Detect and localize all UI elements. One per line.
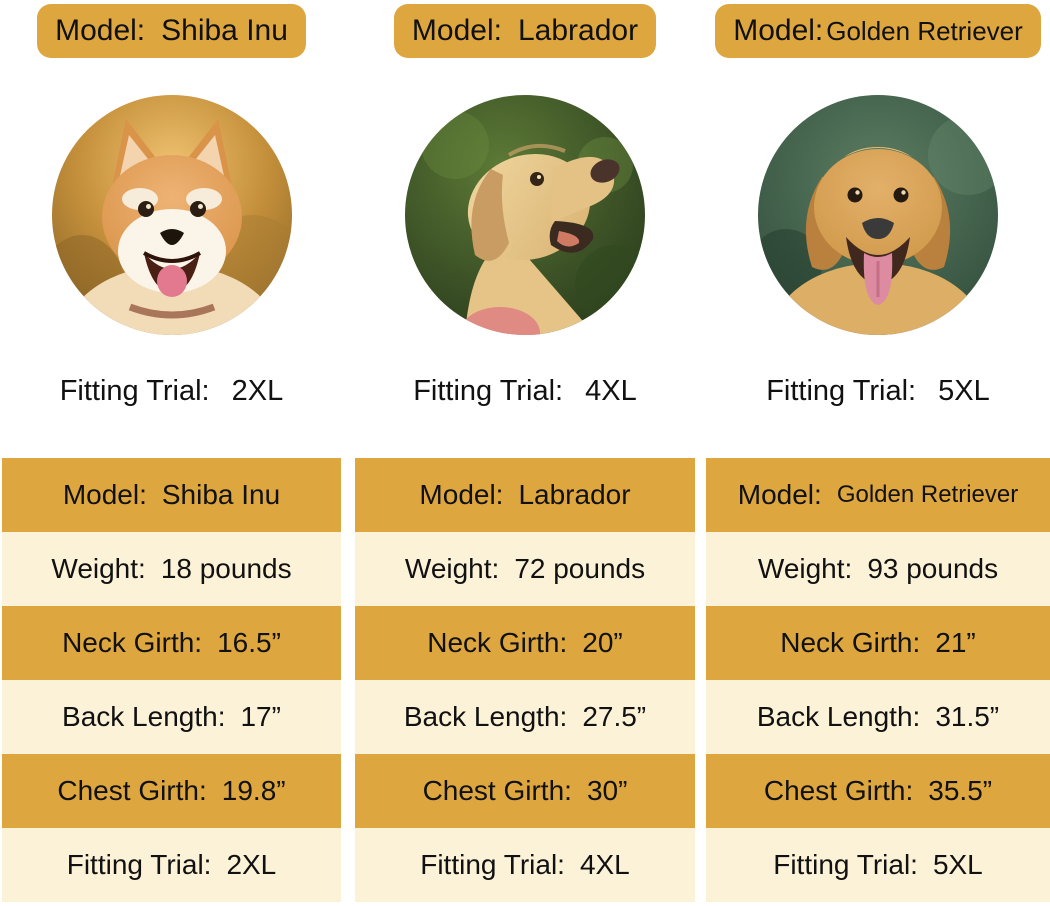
row-label: Back Length: <box>403 701 568 732</box>
table-row: Neck Girth: 20” <box>355 606 695 680</box>
golden-retriever-photo <box>758 95 998 335</box>
row-label: Chest Girth: <box>57 775 207 806</box>
labrador-photo <box>405 95 645 335</box>
table-row: Back Length: 17” <box>2 680 341 754</box>
row-value: 4XL <box>579 849 630 880</box>
row-label: Weight: <box>51 553 146 584</box>
row-value: 20” <box>582 627 623 658</box>
row-value: 31.5” <box>935 701 1000 732</box>
model-badge-label: Model: <box>55 14 146 47</box>
row-label: Model: <box>419 479 504 510</box>
row-label: Fitting Trial: <box>66 849 212 880</box>
golden-retriever-illustration <box>758 95 998 335</box>
model-badge-label: Model: <box>411 14 502 47</box>
column-shiba: Model: Shiba Inu <box>2 0 341 906</box>
row-label: Fitting Trial: <box>773 849 918 880</box>
row-value: Golden Retriever <box>836 481 1019 508</box>
size-table-labrador: Model: Labrador Weight: 72 pounds Neck G… <box>355 458 695 902</box>
row-label: Back Length: <box>756 701 921 732</box>
fitting-trial-caption-shiba: Fitting Trial: 2XL <box>2 375 341 408</box>
shiba-inu-illustration <box>51 95 292 335</box>
row-label: Weight: <box>757 553 853 584</box>
row-value: 27.5” <box>582 701 647 732</box>
table-row: Fitting Trial: 2XL <box>2 828 341 902</box>
model-badge-name: Labrador <box>517 14 639 47</box>
row-label: Neck Girth: <box>427 627 568 658</box>
row-value: 19.8” <box>221 775 286 806</box>
table-row: Chest Girth: 35.5” <box>706 754 1050 828</box>
size-table-shiba: Model: Shiba Inu Weight: 18 pounds Neck … <box>2 458 341 902</box>
row-value: 30” <box>586 775 628 806</box>
table-row: Back Length: 31.5” <box>706 680 1050 754</box>
table-row: Back Length: 27.5” <box>355 680 695 754</box>
row-value: 17” <box>240 701 281 732</box>
model-badge-name: Golden Retriever <box>826 15 1023 46</box>
size-table-golden: Model: Golden Retriever Weight: 93 pound… <box>706 458 1050 902</box>
row-label: Back Length: <box>62 701 226 732</box>
row-label: Chest Girth: <box>763 775 914 806</box>
table-row: Weight: 93 pounds <box>706 532 1050 606</box>
table-row: Model: Labrador <box>355 458 695 532</box>
table-row: Weight: 72 pounds <box>355 532 695 606</box>
row-value: 35.5” <box>928 775 993 806</box>
row-label: Chest Girth: <box>422 775 572 806</box>
model-badge-shiba: Model: Shiba Inu <box>37 4 306 58</box>
model-badge-name: Shiba Inu <box>161 14 288 47</box>
row-value: 18 pounds <box>160 553 292 584</box>
row-value: 21” <box>935 627 976 658</box>
table-row: Fitting Trial: 4XL <box>355 828 695 902</box>
fitting-trial-value: 4XL <box>585 375 637 407</box>
row-value: 93 pounds <box>867 553 999 584</box>
model-badge-golden-retriever: Model: Golden Retriever <box>715 4 1041 58</box>
table-row: Neck Girth: 21” <box>706 606 1050 680</box>
table-row: Neck Girth: 16.5” <box>2 606 341 680</box>
labrador-illustration <box>405 95 645 335</box>
row-label: Model: <box>737 479 822 510</box>
fitting-trial-label: Fitting Trial: <box>766 375 917 407</box>
model-badge-labrador: Model: Labrador <box>393 4 657 58</box>
column-golden-retriever: Model: Golden Retriever <box>706 0 1050 906</box>
row-label: Neck Girth: <box>780 627 921 658</box>
table-row: Model: Shiba Inu <box>2 458 341 532</box>
row-label: Neck Girth: <box>62 627 203 658</box>
table-row: Fitting Trial: 5XL <box>706 828 1050 902</box>
row-label: Weight: <box>404 553 500 584</box>
row-label: Model: <box>62 479 147 510</box>
fitting-trial-label: Fitting Trial: <box>59 375 210 407</box>
table-row: Weight: 18 pounds <box>2 532 341 606</box>
row-value: 72 pounds <box>514 553 646 584</box>
row-value: 5XL <box>932 849 983 880</box>
column-labrador: Model: Labrador <box>355 0 695 906</box>
row-value: Shiba Inu <box>161 479 281 510</box>
fitting-trial-caption-labrador: Fitting Trial: 4XL <box>355 375 695 408</box>
shiba-inu-photo <box>51 95 292 335</box>
fitting-trial-value: 5XL <box>938 375 990 407</box>
row-value: 16.5” <box>217 627 281 658</box>
row-label: Fitting Trial: <box>420 849 565 880</box>
fitting-trial-caption-golden: Fitting Trial: 5XL <box>706 375 1050 408</box>
row-value: Labrador <box>518 479 631 510</box>
fitting-trial-value: 2XL <box>231 375 284 407</box>
fitting-trial-label: Fitting Trial: <box>413 375 564 407</box>
row-value: 2XL <box>226 849 277 880</box>
model-badge-label: Model: <box>733 14 824 47</box>
table-row: Chest Girth: 19.8” <box>2 754 341 828</box>
table-row: Model: Golden Retriever <box>706 458 1050 532</box>
table-row: Chest Girth: 30” <box>355 754 695 828</box>
